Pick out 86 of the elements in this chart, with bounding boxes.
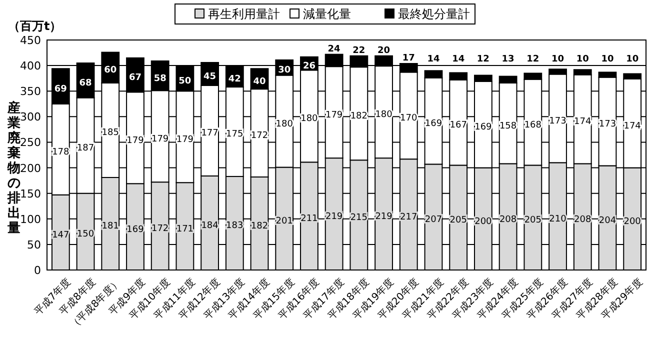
data-label: 207 — [424, 215, 442, 226]
y-tick-label: 150 — [20, 187, 41, 200]
data-label: 24 — [328, 44, 340, 54]
data-label: 208 — [574, 214, 592, 225]
data-label: 158 — [499, 121, 517, 132]
data-label: 10 — [601, 54, 614, 65]
data-label: 183 — [226, 221, 244, 232]
data-label: 187 — [76, 144, 94, 154]
data-label: 10 — [626, 54, 639, 65]
data-label: 184 — [201, 220, 219, 231]
data-label: 205 — [524, 216, 542, 226]
data-label: 185 — [102, 128, 119, 138]
data-label: 22 — [352, 46, 366, 56]
data-label: 180 — [300, 114, 318, 124]
data-label: 26 — [302, 62, 316, 72]
data-label: 147 — [52, 230, 70, 240]
data-label: 175 — [226, 130, 244, 140]
data-label: 217 — [400, 212, 418, 223]
data-label: 200 — [474, 216, 492, 227]
data-label: 67 — [128, 73, 142, 84]
data-label: 172 — [151, 224, 169, 234]
data-label: 172 — [250, 131, 268, 142]
data-label: 179 — [151, 134, 169, 144]
data-label: 219 — [375, 212, 393, 222]
data-label: 42 — [228, 74, 241, 84]
data-label: 12 — [476, 54, 490, 65]
data-label: 17 — [402, 54, 415, 64]
data-label: 20 — [378, 46, 390, 56]
data-label: 210 — [549, 214, 567, 224]
data-label: 14 — [427, 54, 440, 65]
data-label: 69 — [54, 84, 67, 94]
data-label: 215 — [350, 213, 368, 224]
data-label: 58 — [154, 74, 166, 84]
data-label: 179 — [325, 110, 343, 120]
y-tick-label: 400 — [20, 60, 41, 73]
data-label: 60 — [104, 66, 117, 76]
data-label: 170 — [400, 114, 418, 124]
y-tick-label: 350 — [20, 85, 41, 98]
text: 産業廃棄物の排出量 — [8, 101, 20, 236]
data-label: 180 — [276, 119, 294, 130]
data-label: 50 — [178, 76, 192, 86]
data-label: 10 — [552, 54, 564, 65]
y-tick-label: 50 — [27, 238, 41, 252]
data-label: 171 — [176, 224, 194, 234]
data-label: 180 — [375, 110, 393, 120]
text: （百万t） — [8, 19, 62, 33]
data-label: 30 — [278, 66, 291, 76]
data-label: 68 — [79, 78, 92, 88]
data-label: 201 — [276, 216, 293, 227]
data-label: 219 — [325, 212, 343, 222]
legend-label: 最終処分量計 — [398, 7, 470, 21]
data-label: 181 — [102, 222, 119, 232]
data-label: 10 — [576, 54, 589, 65]
legend-label: 再生利用量計 — [208, 7, 280, 21]
legend-label: 減量化量 — [303, 7, 351, 21]
data-label: 179 — [126, 136, 144, 146]
data-label: 167 — [450, 120, 467, 131]
data-label: 150 — [76, 230, 94, 240]
data-label: 169 — [474, 122, 492, 133]
data-label: 208 — [499, 214, 517, 225]
data-label: 40 — [253, 76, 266, 87]
data-label: 200 — [624, 216, 642, 227]
data-label: 205 — [450, 216, 467, 226]
data-label: 173 — [598, 120, 616, 130]
data-label: 177 — [201, 128, 218, 139]
data-label: 168 — [524, 120, 542, 130]
y-tick-label: 0 — [34, 264, 41, 277]
y-tick-label: 450 — [20, 34, 41, 47]
data-label: 174 — [624, 121, 642, 132]
data-label: 211 — [300, 214, 318, 224]
data-label: 173 — [549, 116, 566, 126]
data-label: 14 — [452, 54, 465, 65]
data-label: 169 — [424, 119, 442, 130]
data-label: 12 — [526, 54, 540, 65]
data-label: 182 — [250, 221, 268, 232]
data-label: 174 — [574, 117, 592, 128]
data-label: 169 — [126, 224, 144, 235]
data-label: 45 — [204, 72, 216, 82]
y-tick-label: 100 — [20, 212, 41, 226]
data-label: 13 — [502, 54, 514, 65]
data-label: 179 — [176, 134, 194, 145]
data-label: 178 — [52, 147, 70, 158]
y-tick-label: 250 — [20, 136, 41, 150]
y-tick-label: 300 — [20, 110, 41, 124]
y-tick-label: 200 — [20, 162, 41, 175]
data-label: 182 — [350, 112, 368, 122]
